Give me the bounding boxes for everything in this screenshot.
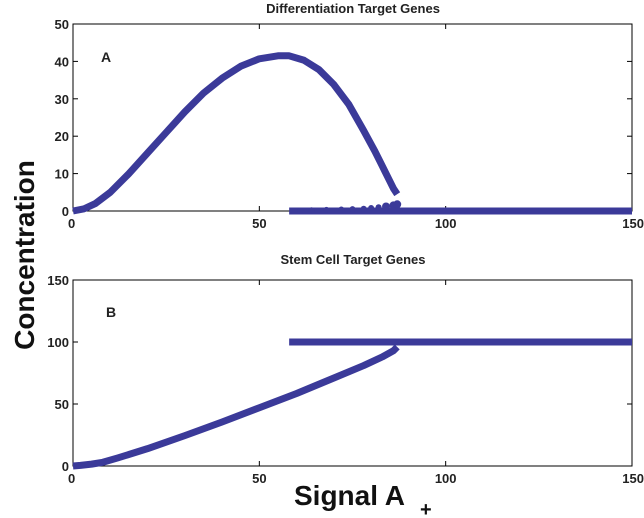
panel-a-ytick-label: 10 xyxy=(55,167,69,182)
panel-a-ytick-label: 50 xyxy=(55,17,69,32)
panel-a-scatter-point xyxy=(297,207,304,214)
panel-a-scatter-point xyxy=(382,202,391,211)
panel-a-xtick-label: 0 xyxy=(68,216,75,231)
panel-b-xtick-label: 100 xyxy=(435,471,457,486)
panel-a-scatter-point xyxy=(323,206,330,213)
panel-b-xtick-label: 0 xyxy=(68,471,75,486)
x-axis-label: Signal A xyxy=(294,480,405,511)
panel-b-ytick-label: 100 xyxy=(47,335,69,350)
panel-a-scatter-point xyxy=(393,200,402,209)
panel-a-marks xyxy=(72,52,632,215)
panel-a-xtick-label: 150 xyxy=(622,216,644,231)
panel-b-xtick-label: 50 xyxy=(252,471,266,486)
panel-a-scatter-point xyxy=(368,205,375,212)
panel-b-ytick-label: 150 xyxy=(47,273,69,288)
panel-a-series-line-1 xyxy=(72,52,401,215)
panel-a-scatter-point xyxy=(360,205,367,212)
x-axis-label-subscript: + xyxy=(420,499,432,518)
panel-a-label: A xyxy=(101,49,111,65)
panel-a-scatter-point xyxy=(308,207,315,214)
panel-a-xtick-label: 50 xyxy=(252,216,266,231)
panel-a-ticks: 0 50 100 150 0 10 20 30 40 50 xyxy=(55,17,644,231)
panel-b-marks xyxy=(72,338,632,470)
panel-a: Differentiation Target Genes A 0 50 100 150… xyxy=(55,1,644,231)
panel-b-frame xyxy=(72,279,633,467)
panel-b-ytick-label: 0 xyxy=(62,459,69,474)
panel-b-label: B xyxy=(106,304,116,320)
panel-a-ytick-label: 40 xyxy=(55,54,69,69)
panel-a-scatter-point xyxy=(338,206,345,213)
panel-a-title: Differentiation Target Genes xyxy=(266,1,440,16)
panel-a-scatter-point xyxy=(375,204,382,211)
panel-b-ticks: 0 50 100 150 0 50 100 150 xyxy=(47,273,644,486)
panel-a-ytick-label: 30 xyxy=(55,92,69,107)
panel-b-ytick-label: 50 xyxy=(55,397,69,412)
panel-b-series-line-1 xyxy=(72,344,400,470)
panel-a-ytick-label: 20 xyxy=(55,129,69,144)
panel-a-xtick-label: 100 xyxy=(435,216,457,231)
y-axis-label: Concentration xyxy=(9,160,40,350)
panel-a-ytick-label: 0 xyxy=(62,204,69,219)
panel-b-xtick-label: 150 xyxy=(622,471,644,486)
panel-a-scatter-point xyxy=(349,206,356,213)
panel-b-title: Stem Cell Target Genes xyxy=(281,252,426,267)
panel-b: Stem Cell Target Genes B 0 50 100 150 0 50 100… xyxy=(47,252,644,486)
